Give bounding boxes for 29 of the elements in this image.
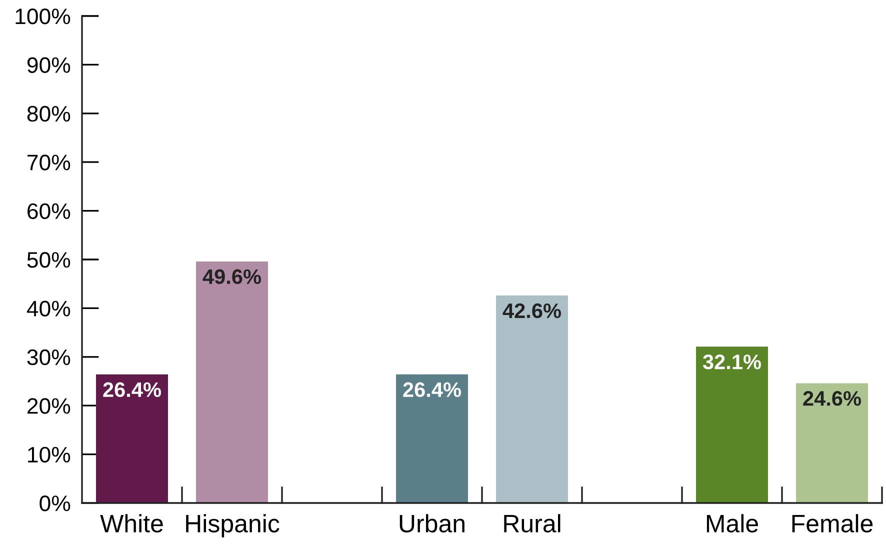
- y-tick-label: 30%: [27, 349, 70, 366]
- y-tick-label: 40%: [26, 300, 70, 316]
- bar: [696, 346, 768, 503]
- data-label: 24.6%: [803, 391, 861, 406]
- x-tick-label: Hispanic: [186, 514, 280, 538]
- y-tick-label: 20%: [28, 398, 70, 414]
- bar: [496, 296, 568, 503]
- bar: [196, 261, 268, 503]
- y-tick-label: 10%: [28, 446, 70, 463]
- data-label: 49.6%: [202, 269, 261, 284]
- data-label: 42.6%: [502, 303, 561, 318]
- x-tick-label: Urban: [400, 514, 464, 532]
- x-tick-label: White: [100, 514, 163, 532]
- x-tick-label: Male: [706, 514, 758, 532]
- y-tick-label: 90%: [27, 57, 70, 73]
- bar: [396, 374, 468, 503]
- y-tick-label: 0%: [40, 496, 70, 512]
- bar: [796, 383, 868, 503]
- bar: [96, 374, 168, 503]
- data-label: 26.4%: [403, 382, 461, 398]
- y-tick-label: 60%: [28, 203, 70, 220]
- x-tick-label: Rural: [504, 514, 560, 532]
- y-tick-label: 70%: [28, 154, 70, 170]
- data-label: 26.4%: [103, 382, 161, 398]
- x-tick-label: Female: [792, 514, 873, 532]
- data-label: 32.1%: [702, 354, 761, 370]
- y-tick-label: 100%: [16, 8, 70, 24]
- y-tick-label: 80%: [27, 106, 70, 122]
- y-tick-label: 50%: [27, 252, 70, 268]
